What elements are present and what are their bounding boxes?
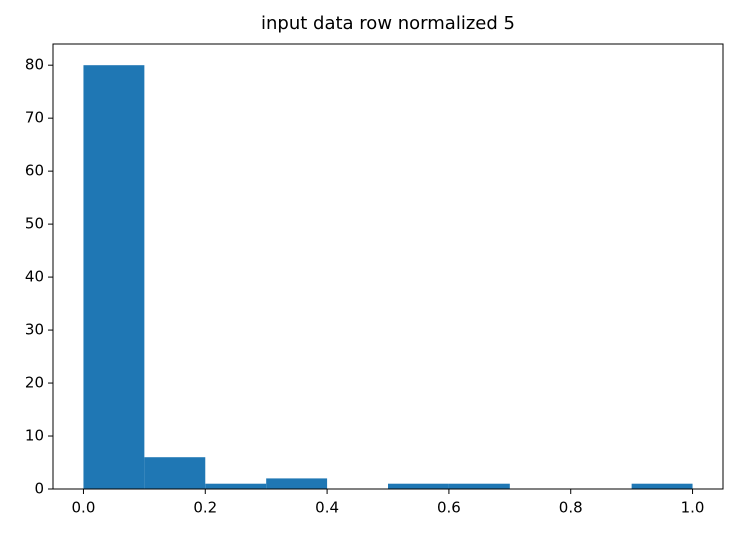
y-tick-label: 40 — [25, 268, 44, 286]
plot-frame — [52, 43, 724, 490]
bar — [83, 65, 145, 489]
y-tick-label: 30 — [25, 321, 44, 339]
bar — [631, 483, 693, 489]
y-tick-label: 80 — [25, 56, 44, 74]
x-tick-label: 0.4 — [315, 499, 339, 517]
y-tick-label: 60 — [25, 162, 44, 180]
y-tick-label: 50 — [25, 215, 44, 233]
y-tick-label: 0 — [34, 480, 44, 498]
x-tick-label: 0.6 — [437, 499, 461, 517]
y-tick-label: 10 — [25, 427, 44, 445]
x-tick-label: 1.0 — [681, 499, 705, 517]
x-tick-label: 0.8 — [559, 499, 583, 517]
y-tick-label: 70 — [25, 109, 44, 127]
bar — [144, 457, 206, 489]
bar — [266, 478, 328, 489]
x-tick-label: 0.0 — [72, 499, 96, 517]
bar — [388, 483, 449, 489]
x-tick-label: 0.2 — [193, 499, 217, 517]
chart-title: input data row normalized 5 — [261, 13, 515, 34]
y-tick-label: 20 — [25, 374, 44, 392]
bar — [205, 483, 267, 489]
bar — [448, 483, 510, 489]
